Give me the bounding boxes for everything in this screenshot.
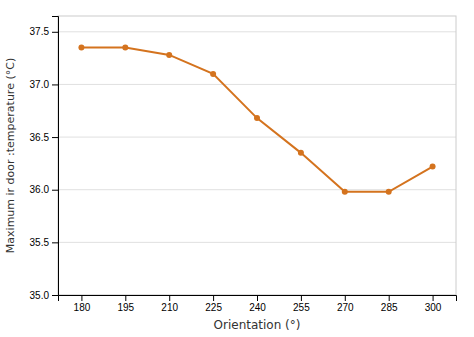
tick: 225 — [205, 295, 222, 313]
x-axis: 180 195 210 225 240 255 270 285 300 — [59, 295, 457, 313]
tick-mark — [52, 137, 58, 138]
grid-line — [58, 189, 456, 190]
line — [81, 48, 432, 192]
grid — [58, 32, 456, 295]
point — [386, 189, 392, 195]
tick: 37.5 — [30, 26, 58, 37]
plot: 18019521022524025527028530035.035.536.03… — [30, 16, 457, 313]
marks — [78, 45, 435, 195]
tick: 240 — [249, 295, 266, 313]
tick-mark — [433, 295, 434, 301]
tick-mark — [52, 295, 58, 296]
tick-mark — [389, 295, 390, 301]
tick-label: 35.5 — [30, 237, 50, 248]
tick: 35.5 — [30, 237, 58, 248]
tick: 300 — [425, 295, 442, 313]
tick-label: 225 — [205, 302, 222, 313]
tick: 36.5 — [30, 132, 58, 143]
tick: 180 — [74, 295, 91, 313]
tick-mark — [345, 295, 346, 301]
tick-label: 36.0 — [30, 184, 50, 195]
tick: 37.0 — [30, 79, 58, 90]
y-axis-title: Maximum ir door :temperature (°C) — [4, 58, 17, 253]
tick-mark — [52, 190, 58, 191]
tick: 210 — [161, 295, 178, 313]
point — [298, 150, 304, 156]
grid-line — [58, 242, 456, 243]
tick-label: 36.5 — [30, 132, 50, 143]
tick-mark — [169, 295, 170, 301]
tick-label: 35.0 — [30, 290, 50, 301]
axis-line — [52, 17, 59, 296]
plot-frame — [58, 16, 456, 295]
point — [254, 115, 260, 121]
point — [78, 45, 84, 51]
tick-label: 37.0 — [30, 79, 50, 90]
tick-mark — [125, 295, 126, 301]
point — [430, 164, 436, 170]
tick: 270 — [337, 295, 354, 313]
tick: 195 — [117, 295, 134, 313]
tick-label: 240 — [249, 302, 266, 313]
tick-label: 270 — [337, 302, 354, 313]
tick: 285 — [381, 295, 398, 313]
tick-mark — [52, 84, 58, 85]
grid-line — [58, 31, 456, 32]
axis-line — [59, 296, 457, 302]
y-axis: 35.0 35.5 36.0 36.5 37.0 37.5 — [30, 17, 59, 301]
tick-label: 300 — [425, 302, 442, 313]
tick: 36.0 — [30, 184, 58, 195]
tick-mark — [52, 242, 58, 243]
point — [122, 45, 128, 51]
chart: 18019521022524025527028530035.035.536.03… — [0, 0, 474, 337]
tick-mark — [213, 295, 214, 301]
tick-label: 285 — [381, 302, 398, 313]
tick-mark — [52, 32, 58, 33]
x-axis-title: Orientation (°) — [214, 318, 301, 332]
tick-mark — [257, 295, 258, 301]
point — [342, 189, 348, 195]
tick: 35.0 — [30, 290, 58, 301]
point — [166, 52, 172, 58]
tick-mark — [81, 295, 82, 301]
tick: 255 — [293, 295, 310, 313]
tick-label: 195 — [117, 302, 134, 313]
grid-line — [58, 137, 456, 138]
point — [210, 71, 216, 77]
grid-line — [58, 84, 456, 85]
tick-label: 255 — [293, 302, 310, 313]
tick-mark — [301, 295, 302, 301]
tick-label: 37.5 — [30, 26, 50, 37]
tick-label: 210 — [161, 302, 178, 313]
tick-label: 180 — [74, 302, 91, 313]
